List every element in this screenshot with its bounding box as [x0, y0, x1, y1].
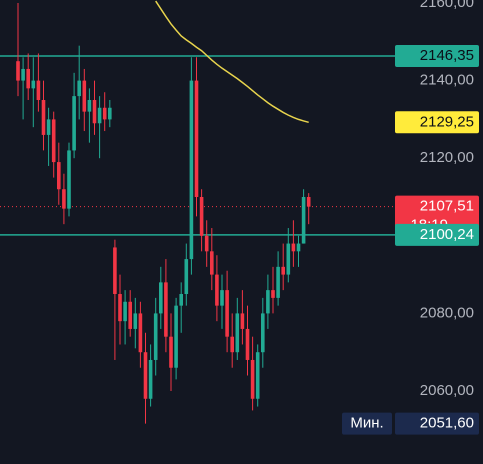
- candle-body: [31, 80, 36, 89]
- candle-body: [250, 359, 255, 399]
- candle-body: [128, 301, 132, 329]
- candle-body: [169, 336, 173, 368]
- candle-body: [266, 290, 270, 314]
- candle-body: [306, 197, 311, 207]
- candle-body: [87, 99, 92, 112]
- candle-body: [123, 301, 127, 322]
- candle-body: [41, 99, 46, 135]
- price-label: 2129,25: [420, 113, 474, 130]
- y-tick-label: 2140,00: [420, 72, 474, 89]
- price-label: 2146,35: [420, 47, 474, 64]
- candle-body: [245, 328, 250, 360]
- candle-body: [26, 68, 30, 89]
- candle-body: [72, 96, 76, 151]
- candle-body: [97, 107, 102, 124]
- candle-body: [77, 80, 81, 97]
- price-label: 2100,24: [420, 226, 474, 243]
- moving-average: [155, 0, 309, 124]
- candle-body: [225, 290, 229, 337]
- candle-body: [153, 313, 158, 360]
- price-label-box: [395, 44, 479, 67]
- candle-body: [281, 266, 285, 275]
- candle-body: [118, 294, 122, 322]
- candle-body: [291, 243, 296, 252]
- candle-body: [220, 290, 224, 306]
- candle-body: [204, 235, 209, 252]
- candle-body: [82, 80, 87, 112]
- candle-body: [51, 119, 56, 163]
- candle-body: [143, 352, 148, 399]
- candle-body: [255, 352, 260, 399]
- candle-body: [184, 259, 189, 295]
- candle-body: [210, 251, 214, 275]
- price-label-box: [395, 111, 479, 134]
- y-tick-label: 2120,00: [420, 149, 474, 166]
- tag-box: [342, 412, 392, 435]
- candle-body: [189, 80, 194, 260]
- candle-body: [276, 266, 280, 298]
- candle-body: [230, 336, 234, 353]
- candle-body: [296, 243, 301, 252]
- candle-body: [159, 282, 163, 314]
- candle-body: [164, 282, 168, 337]
- candle-body: [261, 313, 265, 353]
- candle-body: [240, 313, 245, 329]
- price-label: 2051,60: [420, 415, 474, 432]
- candle-body: [179, 294, 183, 306]
- candle-body: [46, 119, 51, 135]
- candle-body: [113, 247, 117, 295]
- price-label: 2107,51: [420, 198, 474, 215]
- candle-body: [92, 99, 97, 124]
- candle-body: [235, 313, 240, 353]
- candle-body: [16, 61, 20, 81]
- candle-body: [102, 107, 107, 120]
- candle-body: [21, 68, 25, 81]
- candle-body: [36, 80, 41, 100]
- candle-body: [194, 80, 199, 198]
- candle-body: [138, 313, 143, 353]
- candle-body: [57, 162, 61, 190]
- y-tick-label: 2160,00: [420, 0, 474, 11]
- candle-body: [301, 197, 306, 244]
- y-tick-label: 2080,00: [420, 304, 474, 321]
- price-label-box: [395, 412, 479, 435]
- y-tick-label: 2060,00: [420, 382, 474, 399]
- candle-body: [215, 274, 219, 306]
- candle-body: [62, 189, 66, 209]
- candle-body: [199, 197, 204, 236]
- candle-body: [174, 305, 178, 368]
- candle-body: [67, 150, 71, 209]
- price-label-box: [395, 223, 479, 246]
- candle-body: [286, 243, 291, 275]
- tag-label: Мин.: [350, 415, 383, 432]
- candle-body: [148, 359, 153, 399]
- candle-body: [271, 290, 275, 298]
- candle-body: [133, 313, 138, 329]
- candle-body: [108, 107, 112, 120]
